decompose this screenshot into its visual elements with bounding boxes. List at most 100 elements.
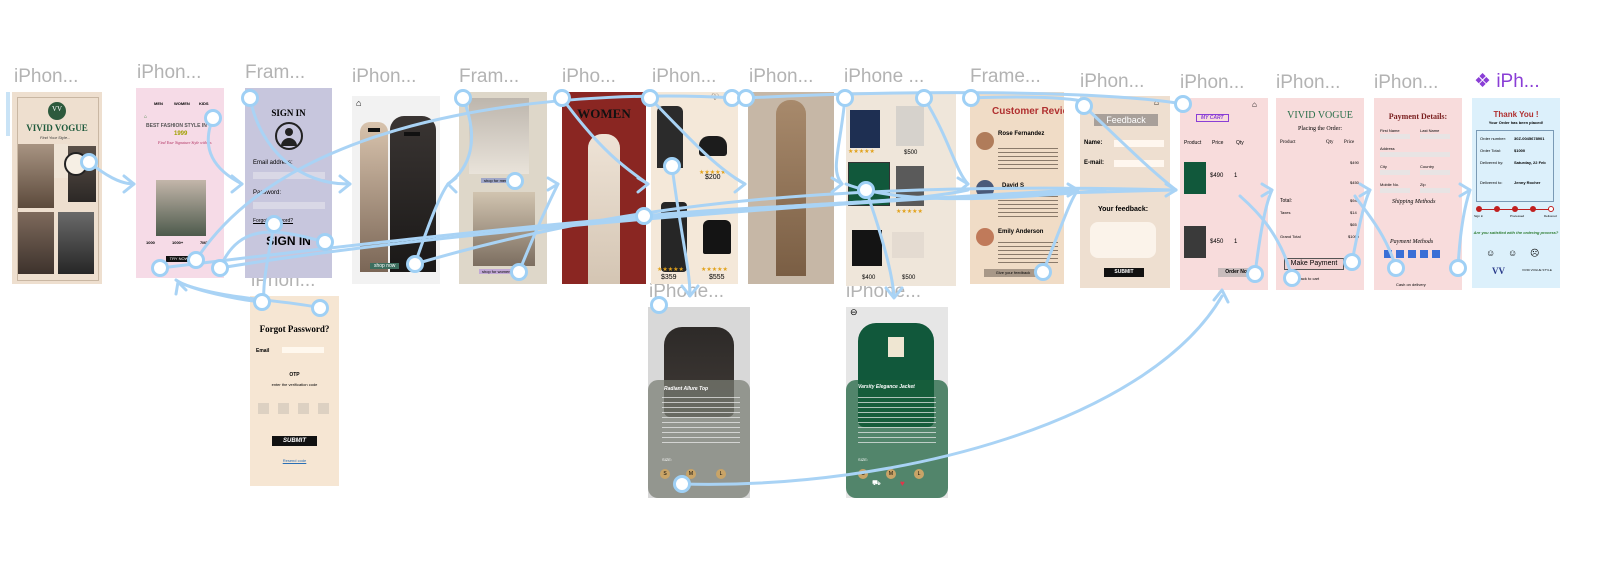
frame-label-women[interactable]: iPho... — [562, 66, 616, 87]
hotspot-node[interactable] — [1174, 95, 1192, 113]
country-select[interactable] — [1420, 170, 1450, 175]
hotspot-node[interactable] — [204, 109, 222, 127]
hotspot-node[interactable] — [1449, 259, 1467, 277]
payment-screen[interactable]: Payment Details: First Name Last Name Ad… — [1374, 98, 1462, 290]
otp-digit-3[interactable] — [298, 403, 309, 414]
frame-label-shop[interactable]: Fram... — [459, 66, 520, 87]
hotspot-node[interactable] — [454, 89, 472, 107]
hotspot-node[interactable] — [151, 259, 169, 277]
frame-label-model[interactable]: iPhon... — [749, 66, 814, 87]
men-screen[interactable]: ⌂ shop now — [352, 96, 440, 284]
thankyou-screen[interactable]: Thank You ! Your Order has been placed! … — [1472, 98, 1560, 288]
signin-button[interactable]: SIGN IN — [266, 234, 311, 248]
otp-digit-2[interactable] — [278, 403, 289, 414]
order-now-button[interactable]: Order Now — [1218, 268, 1258, 277]
address-input[interactable] — [1380, 152, 1450, 157]
hotspot-node[interactable] — [857, 181, 875, 199]
otp-digit-4[interactable] — [318, 403, 329, 414]
frame-label-payment[interactable]: iPhon... — [1374, 72, 1439, 93]
hotspot-node[interactable] — [80, 153, 98, 171]
back-arrow-icon[interactable]: ⊖ — [850, 307, 858, 317]
home-icon[interactable]: ⌂ — [356, 98, 362, 108]
hotspot-node[interactable] — [663, 157, 681, 175]
forgot-email-input[interactable] — [282, 347, 324, 353]
emoji-neutral-icon[interactable]: ☺ — [1508, 248, 1518, 258]
make-payment-button[interactable]: Make Payment — [1284, 258, 1344, 270]
shop-for-men-button[interactable]: shop for men — [481, 178, 511, 183]
emoji-sad-icon[interactable]: ☹ — [1530, 248, 1540, 258]
cart-screen[interactable]: ⌂ MY CART Product Price Qty $490 1 $450 … — [1180, 98, 1268, 290]
women-screen[interactable]: WOMEN — [562, 92, 646, 284]
hotspot-node[interactable] — [510, 263, 528, 281]
feedback-submit-button[interactable]: SUBMIT — [1104, 268, 1144, 277]
hotspot-node[interactable] — [836, 89, 854, 107]
home-screen[interactable]: VV VIVID VOGUE Find Your Style... — [12, 92, 102, 284]
hotspot-node[interactable] — [211, 259, 229, 277]
first-name-input[interactable] — [1380, 134, 1410, 139]
frame-label-feedback[interactable]: iPhon... — [1080, 71, 1145, 92]
cart-item-1-qty[interactable]: 1 — [1234, 173, 1238, 179]
hotspot-node[interactable] — [915, 89, 933, 107]
signin-password-input[interactable] — [253, 202, 325, 209]
hotspot-node[interactable] — [187, 251, 205, 269]
frame-label-home[interactable]: iPhon... — [14, 66, 79, 87]
size-l-button[interactable]: L — [716, 469, 726, 479]
emoji-happy-icon[interactable]: ☺ — [1486, 248, 1496, 258]
frame-label-products-a[interactable]: iPhon... — [652, 66, 717, 87]
cart-item-2-qty[interactable]: 1 — [1234, 239, 1238, 245]
hotspot-node[interactable] — [1034, 263, 1052, 281]
frame-label-signin[interactable]: Fram... — [245, 62, 306, 83]
mobile-input[interactable] — [1380, 188, 1410, 193]
frame-label-landing[interactable]: iPhon... — [137, 62, 202, 83]
feedback-email-input[interactable] — [1114, 160, 1164, 167]
hotspot-node[interactable] — [1343, 253, 1361, 271]
forgot-submit-button[interactable]: SUBMIT — [272, 436, 317, 446]
hotspot-node[interactable] — [737, 89, 755, 107]
shop-for-women-button[interactable]: shop for women — [479, 269, 514, 274]
hotspot-node[interactable] — [1075, 97, 1093, 115]
hotspot-node[interactable] — [962, 89, 980, 107]
hotspot-node[interactable] — [241, 89, 259, 107]
frame-label-men[interactable]: iPhon... — [352, 66, 417, 87]
hotspot-node[interactable] — [316, 233, 334, 251]
city-input[interactable] — [1380, 170, 1410, 175]
frame-label-cart[interactable]: iPhon... — [1180, 72, 1245, 93]
home-icon[interactable]: ⌂ — [1252, 100, 1257, 109]
hotspot-node[interactable] — [1246, 265, 1264, 283]
try-now-button[interactable]: TRY NOW — [166, 256, 192, 262]
cod-option[interactable]: Cash on delivery — [1396, 282, 1426, 287]
otp-digit-1[interactable] — [258, 403, 269, 414]
card-icons[interactable] — [1384, 250, 1444, 258]
hotspot-node[interactable] — [265, 215, 283, 233]
home-icon[interactable]: ⌂ — [1154, 98, 1159, 107]
nav-women[interactable]: WOMEN — [174, 101, 190, 106]
hotspot-node[interactable] — [553, 89, 571, 107]
feedback-textarea[interactable] — [1090, 222, 1156, 258]
frame-label-reviews[interactable]: Frame... — [970, 66, 1041, 87]
resend-code-link[interactable]: Resend code — [282, 458, 307, 463]
hotspot-node[interactable] — [253, 293, 271, 311]
size-m-button[interactable]: M — [686, 469, 696, 479]
hotspot-node[interactable] — [406, 255, 424, 273]
hotspot-node[interactable] — [311, 299, 329, 317]
hotspot-node[interactable] — [650, 296, 668, 314]
frame-label-products-b[interactable]: iPhone ... — [844, 66, 925, 87]
hotspot-node[interactable] — [641, 89, 659, 107]
cart-icon[interactable]: ⛟ — [872, 480, 881, 487]
give-feedback-button[interactable]: Give your feedback — [984, 269, 1042, 277]
hotspot-node[interactable] — [506, 172, 524, 190]
hotspot-node[interactable] — [673, 475, 691, 493]
hotspot-node[interactable] — [1283, 269, 1301, 287]
product-detail-top-screen[interactable]: Radiant Allure Top SIZE: S M L — [648, 307, 750, 498]
feedback-name-input[interactable] — [1114, 140, 1164, 147]
size-s-button[interactable]: S — [858, 469, 868, 479]
frame-label-jacket-detail[interactable]: iPhone... — [846, 281, 921, 302]
size-l-button[interactable]: L — [914, 469, 924, 479]
shop-category-screen[interactable]: shop for men shop for women — [459, 92, 547, 284]
product-list-a-screen[interactable]: ♡ ★★★★★ $200 ★★★★★ $359 ★★★★★ $555 — [651, 92, 738, 284]
frame-label-order[interactable]: iPhon... — [1276, 72, 1341, 93]
nav-men[interactable]: MEN — [154, 101, 163, 106]
zip-input[interactable] — [1420, 188, 1450, 193]
home-icon[interactable]: ⌂ — [144, 114, 148, 120]
product-detail-jacket-screen[interactable]: ⊖ Varsity Elegance Jacket SIZE: S M L ⛟ … — [846, 307, 948, 498]
